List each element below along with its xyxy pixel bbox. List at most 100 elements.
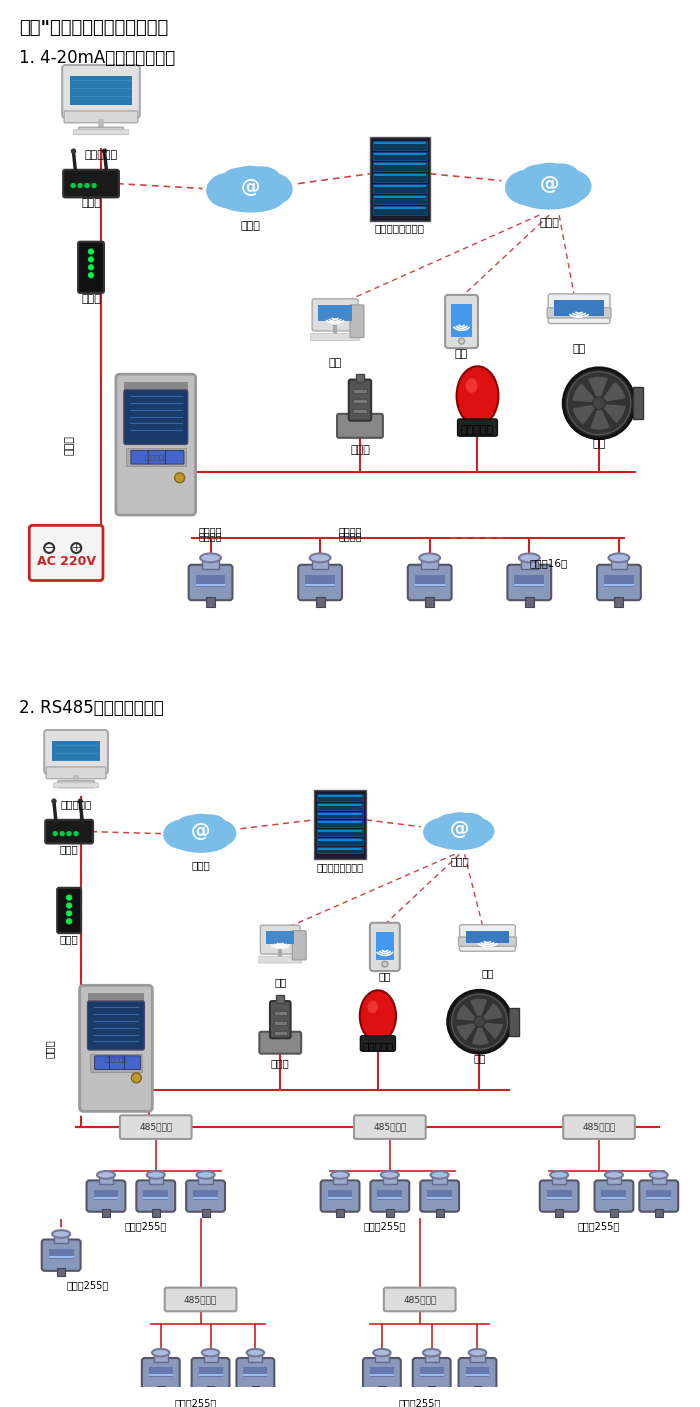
Bar	[52, 741, 100, 761]
Bar	[373, 205, 427, 215]
Bar	[373, 184, 427, 193]
Text: 1. 4-20mA信号连接系统图: 1. 4-20mA信号连接系统图	[20, 49, 176, 66]
Circle shape	[66, 903, 71, 908]
Bar	[615, 597, 624, 606]
Circle shape	[567, 371, 631, 435]
Bar	[510, 1007, 519, 1036]
Text: AC 220V: AC 220V	[36, 556, 96, 568]
Text: 终端: 终端	[573, 345, 586, 355]
Wedge shape	[589, 404, 610, 431]
FancyBboxPatch shape	[46, 820, 93, 843]
Wedge shape	[573, 404, 599, 425]
Bar	[610, 1209, 618, 1217]
Bar	[425, 597, 434, 606]
Circle shape	[382, 961, 388, 967]
Circle shape	[452, 995, 508, 1050]
Text: 2. RS485信号连接系统图: 2. RS485信号连接系统图	[20, 699, 164, 716]
Bar	[601, 1190, 626, 1200]
Ellipse shape	[650, 1171, 668, 1179]
Ellipse shape	[430, 1171, 449, 1179]
FancyBboxPatch shape	[80, 985, 153, 1112]
Text: −: −	[45, 543, 54, 553]
Circle shape	[71, 183, 75, 187]
FancyBboxPatch shape	[370, 923, 400, 971]
Bar	[251, 1386, 259, 1394]
Circle shape	[88, 257, 94, 262]
Ellipse shape	[456, 366, 498, 425]
Bar	[274, 1030, 286, 1034]
Bar	[370, 1368, 394, 1377]
FancyBboxPatch shape	[74, 129, 129, 135]
Text: 路由器: 路由器	[60, 844, 78, 854]
Ellipse shape	[195, 815, 225, 833]
FancyBboxPatch shape	[460, 924, 515, 951]
Bar	[317, 794, 363, 801]
Text: 通讯线: 通讯线	[64, 435, 74, 454]
Circle shape	[103, 149, 106, 153]
Bar	[525, 597, 534, 606]
Text: 信号输出: 信号输出	[199, 530, 223, 542]
Ellipse shape	[309, 553, 330, 563]
Bar	[248, 1352, 262, 1362]
Ellipse shape	[373, 1349, 391, 1356]
Bar	[428, 1386, 435, 1394]
FancyBboxPatch shape	[413, 1358, 451, 1389]
Circle shape	[175, 473, 185, 483]
Bar	[152, 1209, 160, 1217]
FancyBboxPatch shape	[58, 781, 94, 788]
Text: 可连接255台: 可连接255台	[66, 1280, 108, 1290]
Text: 485中继器: 485中继器	[184, 1294, 217, 1304]
Text: 485中继器: 485中继器	[373, 1123, 407, 1131]
Wedge shape	[599, 381, 626, 404]
Bar	[373, 152, 427, 160]
Bar	[202, 1209, 209, 1217]
Ellipse shape	[433, 829, 486, 850]
Bar	[610, 557, 627, 568]
Bar	[470, 1352, 484, 1362]
Bar	[317, 829, 363, 836]
Text: 信号输出: 信号输出	[199, 526, 223, 536]
FancyBboxPatch shape	[363, 1358, 401, 1389]
Circle shape	[132, 1074, 141, 1083]
Bar	[202, 557, 219, 568]
Circle shape	[593, 397, 606, 409]
Text: 可连接255台: 可连接255台	[398, 1399, 441, 1407]
Circle shape	[564, 367, 635, 439]
Bar	[274, 1010, 286, 1014]
Bar	[466, 930, 510, 943]
Ellipse shape	[608, 553, 629, 563]
FancyBboxPatch shape	[337, 414, 383, 438]
Text: 485中继器: 485中继器	[403, 1294, 436, 1304]
Text: 485中继器: 485中继器	[582, 1123, 615, 1131]
Ellipse shape	[424, 819, 461, 846]
Text: 转换器: 转换器	[81, 294, 101, 304]
Wedge shape	[470, 999, 488, 1021]
Bar	[451, 304, 472, 338]
Bar	[49, 1249, 74, 1259]
Ellipse shape	[519, 553, 540, 563]
Circle shape	[66, 895, 71, 900]
Wedge shape	[480, 1003, 503, 1021]
FancyBboxPatch shape	[57, 888, 81, 933]
FancyBboxPatch shape	[639, 1180, 678, 1211]
Bar	[374, 142, 426, 144]
FancyBboxPatch shape	[360, 1036, 395, 1051]
Text: 通讯线: 通讯线	[44, 1038, 54, 1058]
FancyBboxPatch shape	[29, 525, 103, 581]
Bar	[554, 300, 604, 315]
Bar	[317, 803, 363, 809]
Bar	[514, 575, 544, 587]
FancyBboxPatch shape	[547, 308, 611, 318]
Bar	[149, 1368, 173, 1377]
Bar	[102, 1209, 110, 1217]
Bar	[88, 993, 144, 1000]
Text: 探路者控主机: 探路者控主机	[105, 1057, 127, 1062]
Text: 风机: 风机	[473, 1054, 486, 1064]
Ellipse shape	[97, 1171, 115, 1179]
Wedge shape	[456, 1003, 480, 1021]
Circle shape	[92, 183, 96, 187]
FancyBboxPatch shape	[94, 1055, 111, 1069]
Bar	[70, 76, 132, 106]
FancyBboxPatch shape	[142, 1358, 180, 1389]
FancyBboxPatch shape	[458, 419, 498, 436]
